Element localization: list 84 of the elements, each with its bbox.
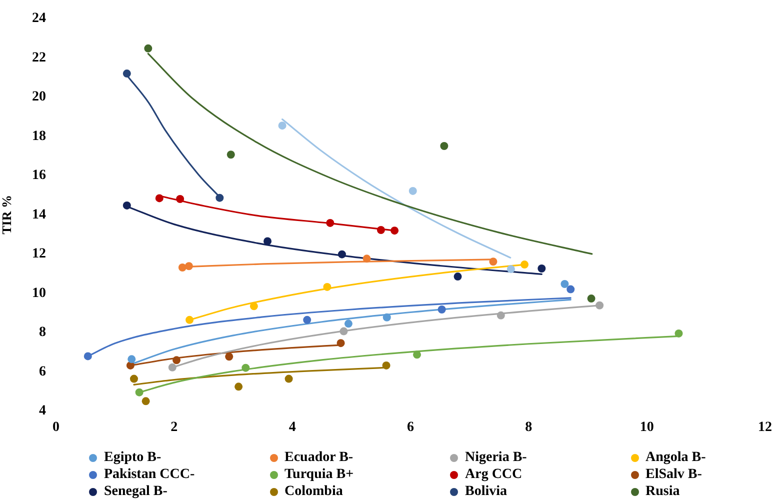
point <box>408 186 417 195</box>
y-axis-title: TIR % <box>0 195 14 234</box>
point <box>216 194 224 202</box>
point <box>566 285 575 294</box>
point <box>496 311 505 320</box>
legend-label: Rusia <box>646 484 680 500</box>
y-tick-label: 18 <box>32 128 46 144</box>
y-tick-label: 22 <box>32 50 46 66</box>
point <box>122 201 131 210</box>
point <box>440 142 448 150</box>
y-tick-label: 8 <box>39 325 46 340</box>
point <box>144 44 152 52</box>
y-tick-label: 6 <box>39 364 46 380</box>
legend-label: Senegal B- <box>104 484 168 500</box>
point <box>674 329 683 338</box>
legend-label: Ecuador B- <box>284 450 354 466</box>
point <box>168 363 176 372</box>
point <box>382 361 390 370</box>
point <box>178 264 186 272</box>
x-tick-label: 2 <box>170 420 178 436</box>
point <box>142 397 150 406</box>
x-tick-label: 10 <box>640 420 654 436</box>
point <box>382 313 391 322</box>
legend-label: Nigeria B- <box>465 450 527 466</box>
point <box>336 339 345 348</box>
point <box>126 361 134 370</box>
point <box>278 122 286 130</box>
point <box>264 237 272 246</box>
point <box>303 316 312 324</box>
point <box>135 388 144 396</box>
point <box>506 265 515 274</box>
legend-label: Angola B- <box>646 450 706 466</box>
point <box>234 382 243 391</box>
point <box>344 320 352 328</box>
point <box>340 327 348 336</box>
point <box>225 352 234 361</box>
legend-label: Egipto B- <box>104 450 162 466</box>
y-tick-label: 14 <box>32 207 46 222</box>
point <box>184 262 193 270</box>
point <box>128 355 136 364</box>
point <box>413 350 421 359</box>
point <box>84 352 92 360</box>
point <box>438 306 446 314</box>
point <box>130 374 138 383</box>
point <box>390 226 399 235</box>
point <box>520 260 529 269</box>
y-tick-label: 4 <box>39 404 46 419</box>
x-tick-label: 0 <box>52 420 60 436</box>
point <box>186 316 194 324</box>
legend-label: Arg CCC <box>465 466 522 482</box>
point <box>560 280 569 288</box>
legend-label: Colombia <box>284 484 343 500</box>
legend-label: Pakistan CCC- <box>104 466 195 482</box>
x-tick-label: 12 <box>758 420 772 436</box>
point <box>338 250 346 258</box>
y-tick-label: 24 <box>32 11 46 26</box>
line-series <box>281 118 512 258</box>
point <box>323 282 332 291</box>
y-tick-label: 10 <box>32 286 46 301</box>
x-tick-label: 8 <box>525 420 532 436</box>
legend-label: Bolivia <box>465 484 508 500</box>
point <box>155 194 164 202</box>
point <box>489 258 498 266</box>
y-tick-label: 16 <box>32 168 46 184</box>
point <box>176 194 184 203</box>
legend-label: Turquia B+ <box>284 466 354 482</box>
x-tick-label: 4 <box>288 420 296 436</box>
point <box>172 356 181 364</box>
point <box>587 294 596 303</box>
y-tick-label: 12 <box>32 246 46 262</box>
point <box>284 374 293 383</box>
legend-label: ElSalv B- <box>646 466 702 482</box>
x-tick-label: 6 <box>407 420 414 436</box>
point <box>326 218 334 227</box>
point <box>242 364 250 372</box>
y-tick-label: 20 <box>32 90 46 105</box>
point <box>376 226 385 234</box>
point <box>362 254 371 263</box>
point <box>226 150 235 159</box>
point <box>538 264 546 272</box>
point <box>250 302 258 310</box>
point <box>454 272 462 281</box>
point <box>122 70 131 78</box>
point <box>596 301 604 310</box>
